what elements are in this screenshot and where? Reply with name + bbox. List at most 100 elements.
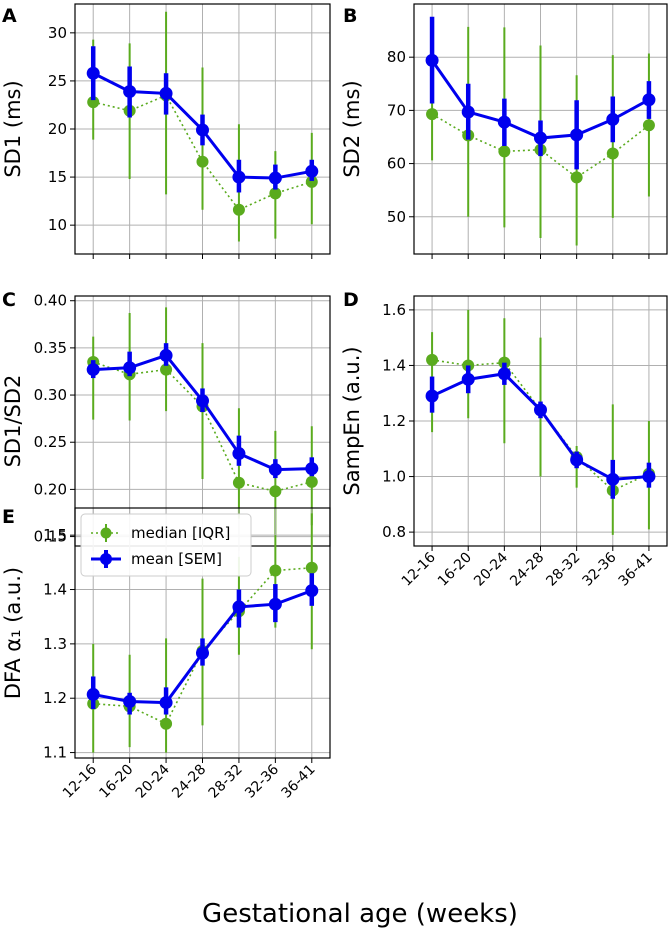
point-mean <box>497 367 511 381</box>
y-tick-label: 1.4 <box>43 581 67 599</box>
x-tick-label: 24-28 <box>507 550 547 590</box>
series-mean <box>425 362 656 499</box>
y-tick-label: 1.1 <box>43 744 67 762</box>
point-median <box>160 363 173 376</box>
y-tick-label: 1.2 <box>43 689 67 707</box>
y-tick-label: 0.8 <box>382 523 406 541</box>
point-mean <box>642 93 656 107</box>
x-tick-label: 16-20 <box>96 762 136 802</box>
point-median <box>196 155 209 168</box>
point-median <box>87 96 100 109</box>
x-tick-label: 28-32 <box>543 550 583 590</box>
panel-C: C 0.15 0.20 0.25 0.30 0.35 0.40 SD1/SD2 <box>1 289 331 551</box>
point-mean <box>268 171 282 185</box>
point-mean <box>196 646 209 660</box>
panel-letter-E: E <box>2 506 15 528</box>
point-mean <box>268 463 282 477</box>
x-tick-label: 12-16 <box>60 761 100 801</box>
point-mean <box>159 696 173 710</box>
y-tick-label: 1.2 <box>382 412 406 430</box>
point-mean <box>570 128 584 142</box>
point-mean <box>606 472 620 486</box>
point-median <box>305 175 318 188</box>
point-mean <box>123 361 137 375</box>
global-x-axis-label: Gestational age (weeks) <box>202 899 518 929</box>
point-median <box>232 476 245 489</box>
y-axis-label: SD2 (ms) <box>340 80 364 177</box>
series-mean <box>425 16 656 170</box>
plot-frame <box>74 507 331 759</box>
point-mean <box>642 470 656 484</box>
y-tick-label: 1.4 <box>382 356 406 374</box>
series-mean <box>86 343 319 479</box>
y-tick-label: 0.25 <box>34 433 67 451</box>
point-mean <box>196 123 209 137</box>
x-tick-label: 20-24 <box>471 549 511 589</box>
legend-median-marker <box>100 527 112 539</box>
panel-A: A 10 15 20 25 30 SD1 (ms) <box>1 3 331 259</box>
y-tick-label: 0.40 <box>34 292 67 310</box>
point-mean <box>196 394 209 408</box>
x-tick-label: 36-41 <box>616 550 656 590</box>
panel-letter-B: B <box>343 5 357 27</box>
y-tick-label: 15 <box>48 168 67 186</box>
point-mean <box>305 462 319 476</box>
point-mean <box>86 66 100 80</box>
point-mean <box>123 85 137 98</box>
point-mean <box>461 105 475 119</box>
legend-box <box>80 513 252 577</box>
panel-E: E 1.1 1.2 1.3 1.4 1.5 12-1616-2020-2424-2828-3… <box>1 506 331 802</box>
y-axis-label: DFA α₁ (a.u.) <box>1 567 25 699</box>
point-median <box>232 203 245 216</box>
legend-median-label: median [IQR] <box>131 524 230 542</box>
y-tick-label: 0.15 <box>34 528 67 546</box>
plot-frame <box>413 295 668 547</box>
point-mean <box>159 86 173 100</box>
y-tick-label: 50 <box>387 208 406 226</box>
y-axis-label: SD1 (ms) <box>1 80 25 177</box>
point-mean <box>232 447 246 461</box>
panel-B: B 50 60 70 80 SD2 (ms) <box>340 3 668 259</box>
point-median <box>606 147 619 160</box>
legend-mean-marker <box>100 553 112 565</box>
y-tick-label: 1.5 <box>43 526 67 544</box>
x-tick-label: 32-36 <box>242 761 282 801</box>
y-tick-label: 1.0 <box>382 468 406 486</box>
point-mean <box>534 131 547 145</box>
y-tick-label: 60 <box>387 155 406 173</box>
x-tick-label: 28-32 <box>206 762 246 802</box>
x-tick-label: 16-20 <box>435 550 475 590</box>
point-mean <box>497 115 511 129</box>
y-axis-label: SampEn (a.u.) <box>340 346 364 495</box>
point-median <box>305 561 318 574</box>
y-tick-label: 10 <box>48 216 67 234</box>
x-tick-label: 36-41 <box>279 762 319 802</box>
x-tick-label: 20-24 <box>133 761 173 801</box>
legend: median [IQR] mean [SEM] <box>80 513 252 577</box>
y-tick-label: 20 <box>48 120 67 138</box>
panel-letter-C: C <box>2 289 16 311</box>
point-mean <box>534 403 547 417</box>
point-mean <box>606 112 620 126</box>
point-mean <box>86 687 100 701</box>
point-mean <box>123 694 137 708</box>
point-median <box>305 475 318 488</box>
x-tick-label: 24-28 <box>169 762 209 802</box>
legend-mean-label: mean [SEM] <box>131 550 222 568</box>
point-median <box>570 171 583 184</box>
y-tick-label: 80 <box>387 48 406 66</box>
plot-frame <box>413 3 668 255</box>
point-median <box>160 717 173 730</box>
series-mean <box>86 573 319 715</box>
point-mean <box>232 600 246 614</box>
y-tick-label: 1.6 <box>382 301 406 319</box>
x-tick-label: 32-36 <box>580 549 620 589</box>
point-mean <box>570 453 584 467</box>
point-mean <box>86 363 100 377</box>
point-mean <box>305 164 319 178</box>
y-tick-label: 0.30 <box>34 386 67 404</box>
point-median <box>269 187 282 200</box>
point-mean <box>268 597 282 611</box>
point-median <box>426 108 439 121</box>
y-tick-label: 0.20 <box>34 480 67 498</box>
